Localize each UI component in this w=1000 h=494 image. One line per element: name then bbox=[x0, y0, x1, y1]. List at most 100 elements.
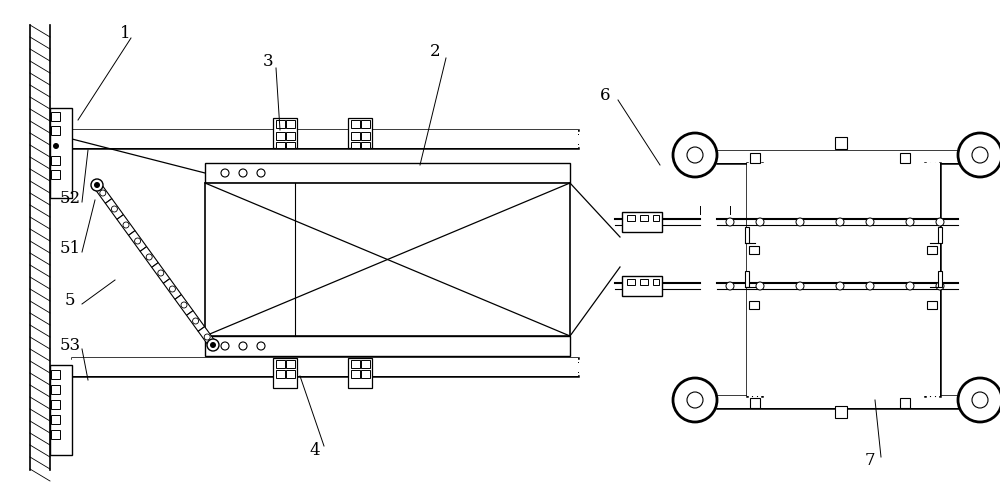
Bar bbox=[286, 132, 295, 140]
Circle shape bbox=[866, 282, 874, 290]
Bar bbox=[348, 118, 372, 148]
Circle shape bbox=[906, 282, 914, 290]
Circle shape bbox=[866, 218, 874, 226]
Bar bbox=[622, 212, 662, 232]
Bar bbox=[51, 112, 60, 121]
Circle shape bbox=[756, 218, 764, 226]
Bar bbox=[938, 227, 942, 243]
Text: 53: 53 bbox=[59, 336, 81, 354]
Bar bbox=[361, 142, 370, 148]
Circle shape bbox=[100, 190, 106, 196]
Bar bbox=[653, 279, 659, 285]
Bar bbox=[205, 183, 570, 336]
Bar bbox=[187, 311, 205, 331]
Bar bbox=[198, 327, 216, 347]
Bar bbox=[653, 215, 659, 221]
Bar bbox=[140, 247, 158, 267]
Circle shape bbox=[181, 302, 187, 308]
Circle shape bbox=[94, 182, 100, 188]
Circle shape bbox=[221, 342, 229, 350]
Bar bbox=[750, 398, 760, 408]
Circle shape bbox=[972, 147, 988, 163]
Text: 6: 6 bbox=[600, 86, 610, 104]
Text: 4: 4 bbox=[310, 442, 320, 458]
Bar bbox=[361, 132, 370, 140]
Bar bbox=[163, 279, 181, 299]
Bar bbox=[348, 358, 372, 388]
Circle shape bbox=[239, 342, 247, 350]
Circle shape bbox=[958, 378, 1000, 422]
Bar bbox=[627, 215, 635, 221]
Bar bbox=[205, 163, 570, 183]
Bar bbox=[276, 360, 285, 368]
Bar bbox=[50, 365, 72, 455]
Circle shape bbox=[726, 218, 734, 226]
Circle shape bbox=[796, 282, 804, 290]
Circle shape bbox=[972, 392, 988, 408]
Bar bbox=[51, 385, 60, 394]
Circle shape bbox=[123, 222, 129, 228]
Bar bbox=[749, 301, 759, 309]
Circle shape bbox=[936, 218, 944, 226]
Circle shape bbox=[207, 339, 219, 351]
Bar bbox=[747, 163, 762, 396]
Text: 52: 52 bbox=[59, 190, 81, 206]
Bar bbox=[925, 163, 940, 396]
Bar bbox=[640, 279, 648, 285]
Text: 3: 3 bbox=[263, 53, 273, 71]
Text: 2: 2 bbox=[430, 43, 440, 60]
Bar bbox=[351, 120, 360, 128]
Circle shape bbox=[673, 133, 717, 177]
Bar bbox=[105, 199, 123, 219]
Bar bbox=[51, 170, 60, 179]
Bar bbox=[900, 153, 910, 163]
Circle shape bbox=[836, 218, 844, 226]
Bar bbox=[286, 360, 295, 368]
Bar bbox=[361, 370, 370, 378]
Bar bbox=[750, 153, 760, 163]
Bar bbox=[51, 400, 60, 409]
Bar bbox=[938, 271, 942, 287]
Bar bbox=[276, 132, 285, 140]
Circle shape bbox=[91, 179, 103, 191]
Circle shape bbox=[687, 392, 703, 408]
Bar bbox=[351, 142, 360, 148]
Bar bbox=[286, 370, 295, 378]
Bar bbox=[276, 370, 285, 378]
Bar bbox=[276, 142, 285, 148]
Bar bbox=[51, 126, 60, 135]
Bar bbox=[51, 156, 60, 165]
Bar bbox=[286, 142, 295, 148]
Circle shape bbox=[135, 238, 141, 244]
Bar bbox=[717, 396, 958, 408]
Bar bbox=[361, 120, 370, 128]
Circle shape bbox=[726, 282, 734, 290]
Bar bbox=[276, 120, 285, 128]
Bar bbox=[622, 276, 662, 296]
Circle shape bbox=[169, 286, 175, 292]
Bar bbox=[72, 130, 578, 148]
Text: 51: 51 bbox=[59, 240, 81, 256]
Bar bbox=[94, 183, 112, 204]
Circle shape bbox=[146, 254, 152, 260]
Text: 7: 7 bbox=[865, 452, 875, 468]
Bar bbox=[745, 227, 749, 243]
Circle shape bbox=[221, 169, 229, 177]
Bar bbox=[175, 294, 193, 315]
Circle shape bbox=[796, 218, 804, 226]
Bar bbox=[273, 118, 297, 148]
Bar bbox=[745, 271, 749, 287]
Bar bbox=[717, 151, 958, 163]
Bar bbox=[51, 430, 60, 439]
Bar bbox=[361, 360, 370, 368]
Circle shape bbox=[257, 342, 265, 350]
Circle shape bbox=[53, 143, 59, 149]
Bar bbox=[286, 120, 295, 128]
Bar bbox=[351, 370, 360, 378]
Bar bbox=[351, 132, 360, 140]
Bar bbox=[927, 301, 937, 309]
Circle shape bbox=[158, 270, 164, 276]
Circle shape bbox=[193, 318, 199, 324]
Bar bbox=[51, 370, 60, 379]
Circle shape bbox=[673, 378, 717, 422]
